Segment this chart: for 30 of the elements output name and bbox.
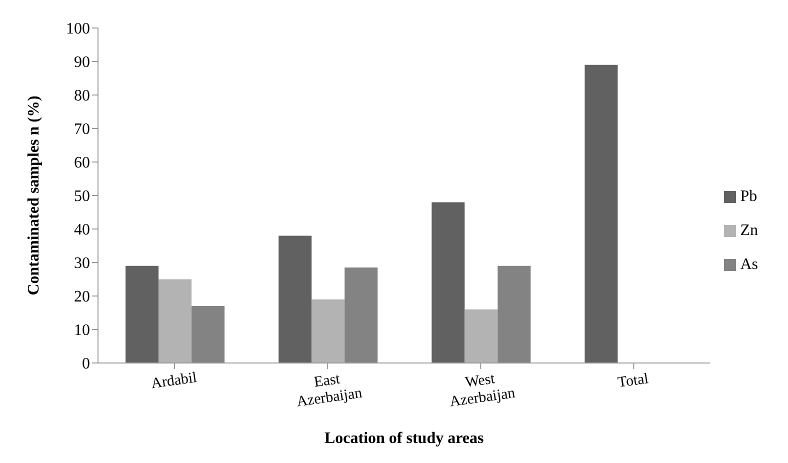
bar: [344, 268, 378, 363]
y-tick-label: 60: [74, 154, 90, 172]
legend-label: Zn: [740, 222, 758, 238]
bar: [278, 236, 312, 363]
y-tick-label: 30: [74, 255, 90, 272]
y-tick-label: 90: [74, 54, 90, 72]
x-tick-label: West Azerbaijan: [448, 370, 517, 410]
x-axis-title: Location of study areas: [324, 430, 484, 447]
bar: [192, 306, 225, 363]
y-tick-label: 40: [74, 222, 90, 239]
y-tick-label: 10: [74, 322, 90, 340]
bar: [432, 202, 465, 363]
y-tick-label: 0: [82, 356, 90, 373]
y-tick-label: 100: [66, 20, 90, 38]
bar: [126, 266, 159, 363]
bar: [464, 309, 498, 363]
y-tick-label: 20: [74, 288, 90, 306]
bar: [498, 266, 531, 363]
legend-label: As: [740, 256, 758, 272]
x-tick-label: Total: [616, 370, 650, 392]
bar: [312, 299, 345, 363]
y-tick-label: 50: [74, 188, 90, 206]
y-tick-label: 80: [74, 88, 90, 105]
y-axis-title: Contaminated samples n (%): [26, 96, 43, 296]
legend-label: Pb: [740, 188, 758, 204]
x-tick-label: East Azerbaijan: [296, 371, 364, 410]
bar: [584, 64, 618, 363]
x-tick-label: Ardabil: [150, 370, 198, 392]
y-tick-label: 70: [74, 121, 90, 138]
bar: [158, 279, 192, 363]
